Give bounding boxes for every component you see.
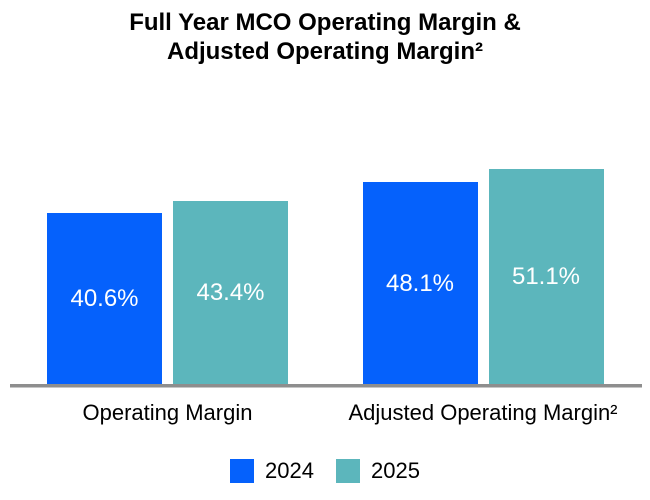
chart-title-line-2: Adjusted Operating Margin² — [166, 38, 483, 65]
legend-label: 2025 — [371, 458, 420, 483]
legend-color-swatch — [336, 459, 360, 483]
bar-2025-group-1: 43.4% — [173, 201, 288, 385]
bar-2024-group-2: 48.1% — [362, 182, 478, 385]
bar-2024-group-1: 40.6% — [47, 213, 162, 385]
bar-value-label: 51.1% — [511, 263, 581, 290]
bar-value-label: 48.1% — [385, 269, 455, 297]
x-axis-category-label: Operating Margin — [82, 400, 253, 425]
x-axis-line — [10, 384, 642, 388]
legend: 2024 2025 — [0, 458, 650, 484]
bar-2025-group-2: 51.1% — [488, 169, 604, 385]
legend-label: 2024 — [265, 458, 314, 483]
legend-item-2024: 2024 — [230, 459, 314, 483]
legend-item-2025: 2025 — [336, 459, 420, 483]
bar-value-label: 40.6% — [70, 285, 139, 312]
legend-color-swatch — [230, 459, 255, 483]
chart-title: Full Year MCO Operating Margin & Adjuste… — [0, 8, 650, 66]
x-axis-category-label: Adjusted Operating Margin² — [348, 400, 618, 425]
chart-title-line-1: Full Year MCO Operating Margin & — [129, 9, 521, 36]
bar-value-label: 43.4% — [196, 279, 265, 306]
